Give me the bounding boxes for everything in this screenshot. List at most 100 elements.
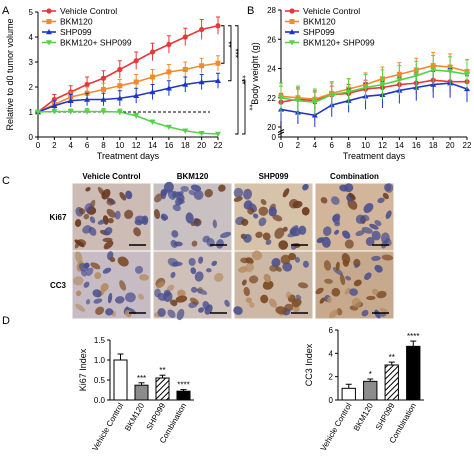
x-tick-label: BKM120 xyxy=(123,401,146,433)
cell-nucleus xyxy=(272,214,283,222)
ihc-image-ki67-4 xyxy=(314,182,395,252)
legend-label: SHP099 xyxy=(60,27,92,37)
cell-nucleus xyxy=(243,200,253,210)
cell-nucleus xyxy=(262,280,274,290)
x-tick-label: 16 xyxy=(412,141,421,150)
y-tick-label: 1.0 xyxy=(94,356,106,365)
cell-nucleus xyxy=(271,257,281,267)
cell-nucleus xyxy=(336,308,343,316)
cell-nucleus xyxy=(293,305,300,313)
y-tick-label: 24 xyxy=(267,65,276,74)
cell-nucleus xyxy=(90,262,101,270)
data-point-bkm120 xyxy=(133,79,139,85)
cell-nucleus xyxy=(289,225,299,235)
x-tick-label: 22 xyxy=(463,141,472,150)
cell-nucleus xyxy=(78,208,86,215)
cell-nucleus xyxy=(245,257,254,265)
y-tick-label: 3 xyxy=(29,58,34,67)
cell-nucleus xyxy=(224,299,230,307)
cell-nucleus xyxy=(204,189,213,198)
cell-nucleus xyxy=(75,303,86,312)
cell-nucleus xyxy=(334,229,340,235)
cell-nucleus xyxy=(265,239,272,245)
cell-nucleus xyxy=(353,279,362,287)
cell-nucleus xyxy=(324,278,333,284)
data-point-bkm120 xyxy=(166,69,172,75)
y-tick-label: 0 xyxy=(29,133,34,142)
data-point-vehicle xyxy=(84,81,90,88)
bar-3 xyxy=(384,364,399,401)
x-tick-label: 6 xyxy=(330,141,335,150)
axis-break-mark xyxy=(277,131,285,136)
data-point-bkm120 xyxy=(215,60,221,66)
cell-nucleus xyxy=(153,209,161,220)
series-line-vehicle xyxy=(37,24,219,113)
cell-nucleus xyxy=(101,188,111,200)
cell-nucleus xyxy=(268,206,277,217)
cell-nucleus xyxy=(374,220,382,227)
cell-nucleus xyxy=(302,183,309,191)
cell-nucleus xyxy=(371,288,379,295)
cell-nucleus xyxy=(191,240,198,247)
cell-nucleus xyxy=(212,219,218,229)
cell-nucleus xyxy=(177,289,186,298)
cell-nucleus xyxy=(345,275,352,281)
bar-2 xyxy=(363,380,378,401)
cell-nucleus xyxy=(170,239,178,248)
cell-nucleus xyxy=(334,222,341,227)
column-header: SHP099 xyxy=(259,172,289,181)
data-point-combo xyxy=(379,82,386,88)
data-point-combo xyxy=(67,109,74,115)
cell-nucleus xyxy=(102,237,113,243)
cell-nucleus xyxy=(194,271,204,282)
legend-label: BKM120+ SHP099 xyxy=(303,38,375,48)
cell-nucleus xyxy=(243,234,252,243)
cell-nucleus xyxy=(315,287,324,295)
x-tick-label: 10 xyxy=(361,141,370,150)
cell-nucleus xyxy=(198,307,204,313)
legend-marker xyxy=(46,29,52,35)
cell-nucleus xyxy=(344,287,351,295)
ihc-image-cc3-4 xyxy=(314,250,395,320)
row-label: CC3 xyxy=(50,281,67,290)
cell-nucleus xyxy=(141,215,149,226)
cell-nucleus xyxy=(157,293,167,301)
cell-nucleus xyxy=(374,264,383,273)
x-tick-label: 18 xyxy=(429,141,438,150)
x-axis-title: Treatment days xyxy=(343,151,406,161)
data-point-shp099 xyxy=(165,85,172,91)
data-point-vehicle xyxy=(199,26,205,33)
ihc-image-ki67-2 xyxy=(152,181,233,252)
cell-nucleus xyxy=(202,235,210,243)
cell-nucleus xyxy=(163,181,174,193)
cell-nucleus xyxy=(185,212,194,224)
cell-nucleus xyxy=(134,265,144,274)
cell-nucleus xyxy=(323,226,332,237)
x-tick-label: 18 xyxy=(181,141,190,150)
data-point-vehicle xyxy=(117,66,123,73)
data-point-vehicle xyxy=(215,23,221,29)
cell-nucleus xyxy=(365,236,375,247)
cell-nucleus xyxy=(288,252,297,261)
body-weight-chart: 0 2 4 6 8 10 12 14 16 18 20 2202022242628Treatment … xyxy=(250,6,472,161)
significance-bracket xyxy=(228,25,232,82)
cell-nucleus xyxy=(260,294,269,304)
cell-nucleus xyxy=(198,256,204,264)
cell-nucleus xyxy=(374,309,381,319)
cell-nucleus xyxy=(245,297,252,303)
cell-nucleus xyxy=(255,231,263,239)
cell-nucleus xyxy=(332,267,343,276)
cell-nucleus xyxy=(282,188,290,198)
x-tick-label: 8 xyxy=(101,141,106,150)
cell-nucleus xyxy=(268,298,277,308)
cell-nucleus xyxy=(163,289,171,297)
cell-nucleus xyxy=(196,288,208,295)
data-point-vehicle xyxy=(100,75,107,81)
cell-nucleus xyxy=(369,223,379,230)
cell-nucleus xyxy=(260,199,267,206)
legend-label: Vehicle Control xyxy=(60,6,117,16)
bar-1 xyxy=(113,359,128,401)
bar-4 xyxy=(176,390,191,401)
y-tick-label: 2 xyxy=(29,83,34,92)
